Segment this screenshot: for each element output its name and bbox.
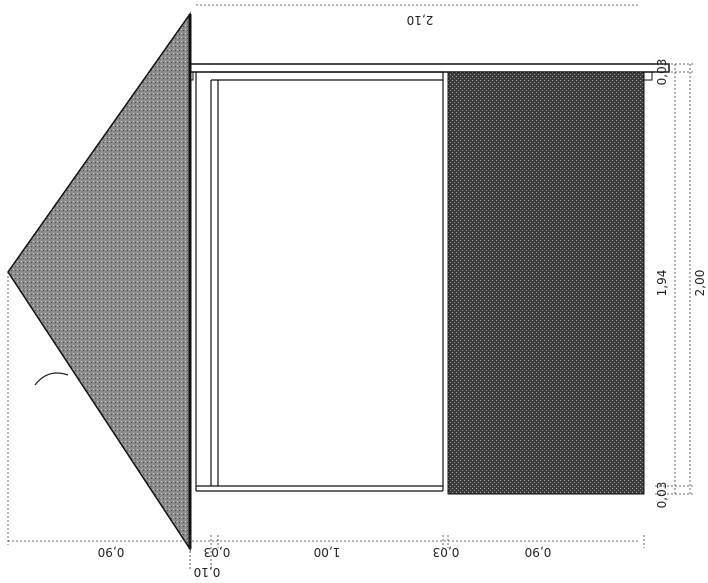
shaded-panel (447, 71, 645, 495)
dim-bottom-below: 0,10 (194, 565, 221, 579)
dimension-text-group: 2,10 0,03 1,94 2,00 0,03 0,90 0,03 1,00 … (98, 13, 707, 579)
dim-bottom-center: 1,00 (314, 545, 341, 559)
dim-right-main-height: 1,94 (655, 270, 669, 297)
dim-right-bottom-edge: 0,03 (655, 482, 669, 509)
dimension-lines (7, 4, 695, 570)
arc-annotation (34, 372, 69, 386)
dim-right-overall: 2,00 (693, 270, 707, 297)
dim-bottom-right: 0,90 (525, 545, 552, 559)
dim-bottom-small-2: 0,03 (433, 545, 460, 559)
dim-bottom-small-1: 0,03 (204, 545, 231, 559)
dim-bottom-left: 0,90 (98, 545, 125, 559)
top-rail (189, 63, 670, 73)
frame-structure (184, 63, 670, 492)
dim-right-top-edge: 0,03 (655, 59, 669, 86)
cap-right (643, 71, 653, 81)
dim-top-overall: 2,10 (407, 13, 434, 27)
gable-triangle (7, 11, 191, 552)
